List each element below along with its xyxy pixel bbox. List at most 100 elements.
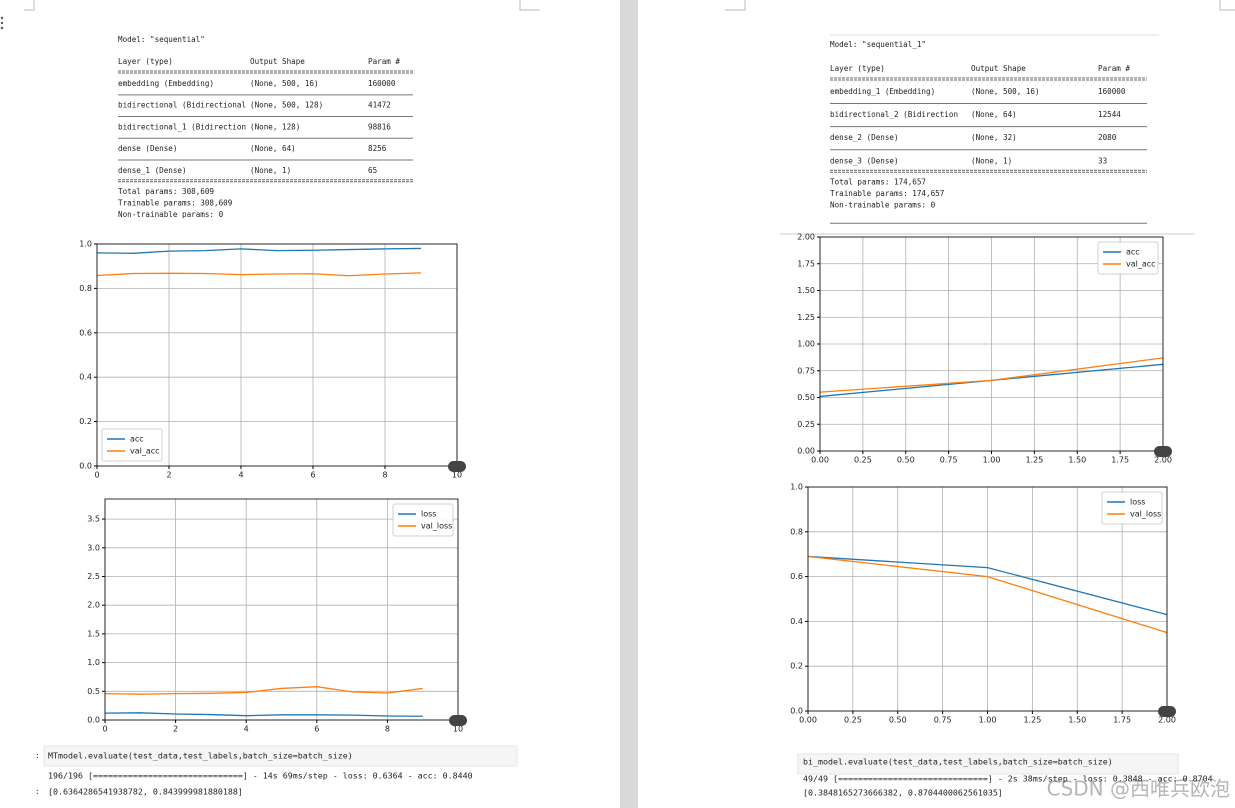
code: bi_model.evaluate(test_data,test_labels,… xyxy=(803,757,1113,767)
y-tick-label: 0.8 xyxy=(79,284,92,293)
x-tick-label: 2.00 xyxy=(1158,716,1176,725)
x-tick-label: 0.75 xyxy=(934,716,952,725)
x-tick-label: 1.25 xyxy=(1025,456,1043,465)
series-line xyxy=(807,555,1168,616)
series-line xyxy=(104,712,423,717)
y-tick-label: 1.0 xyxy=(79,240,92,249)
legend-label: val_loss xyxy=(421,522,452,531)
x-tick-label: 2 xyxy=(166,471,171,480)
total-line: Trainable params: 308,609 xyxy=(118,198,233,207)
page-gap xyxy=(620,0,638,808)
total-line: Total params: 308,609 xyxy=(118,187,214,196)
y-tick-label: 0.0 xyxy=(87,716,100,725)
result: [0.3848165273666382, 0.8704400062561035] xyxy=(803,788,1003,798)
x-tick-label: 6 xyxy=(314,725,319,734)
y-tick-label: 0.75 xyxy=(797,366,815,375)
axes-frame xyxy=(96,243,458,467)
y-tick-label: 1.25 xyxy=(797,313,815,322)
y-tick-label: 2.0 xyxy=(87,601,100,610)
series-line xyxy=(819,357,1164,393)
model-name: Model: "sequential" xyxy=(118,35,205,44)
legend-label: loss xyxy=(1130,498,1145,507)
code: MTmodel.evaluate(test_data,test_labels,b… xyxy=(48,751,353,761)
table-cell: (None, 500, 16) xyxy=(250,79,319,88)
y-tick-label: 0.0 xyxy=(790,707,803,716)
table-cell: (None, 500, 16) xyxy=(971,87,1040,96)
chart: 0.00 0.25 0.50 0.75 1.00 1.25 1.50 1.75 2.00 0.00… xyxy=(797,233,1172,465)
y-tick-label: 3.0 xyxy=(87,543,100,552)
column-header: Layer (type) xyxy=(830,64,885,73)
table-cell: 2080 xyxy=(1098,133,1117,142)
result: [0.6364286541938782, 0.843999981880188] xyxy=(48,787,243,797)
drag-handle xyxy=(0,16,4,30)
legend-label: acc xyxy=(130,435,144,444)
legend-label: val_loss xyxy=(1130,510,1161,519)
prompt: : xyxy=(35,787,40,796)
x-tick-label: 1.50 xyxy=(1068,456,1086,465)
y-tick-label: 1.50 xyxy=(797,286,815,295)
watermark: CSDN @西唯兵欧泡 xyxy=(1047,777,1230,801)
total-line: Non-trainable params: 0 xyxy=(830,201,936,210)
chart: 0.0 0.2 0.4 0.6 0.8 1.0 0.00 0.25 0.50 0.75 1.00 1.… xyxy=(790,483,1176,725)
table-cell: 65 xyxy=(368,166,377,175)
table-cell: 8256 xyxy=(368,144,387,153)
axes-frame xyxy=(104,498,459,721)
y-tick-label: 1.5 xyxy=(87,629,100,638)
table-cell: dense_3 (Dense) xyxy=(830,156,899,165)
legend-box xyxy=(101,428,163,462)
table-cell: 160000 xyxy=(368,79,396,88)
y-tick-label: 3.5 xyxy=(87,515,100,524)
x-tick-label: 4 xyxy=(238,471,243,480)
x-tick-label: 0.00 xyxy=(799,716,817,725)
x-tick-label: 4 xyxy=(244,725,249,734)
series-line xyxy=(104,686,423,695)
table-cell: dense_2 (Dense) xyxy=(830,133,899,142)
y-tick-label: 2.00 xyxy=(797,233,815,242)
y-tick-label: 0.5 xyxy=(87,687,100,696)
column-header: Output Shape xyxy=(250,57,305,66)
table-cell: dense_1 (Dense) xyxy=(118,166,187,175)
total-line: Total params: 174,657 xyxy=(830,177,926,186)
table-cell: dense (Dense) xyxy=(118,144,177,153)
page-corner-marks xyxy=(24,0,1235,11)
table-cell: 41472 xyxy=(368,101,391,110)
x-tick-label: 2 xyxy=(173,725,178,734)
total-line: Trainable params: 174,657 xyxy=(830,189,944,198)
table-cell: (None, 64) xyxy=(250,144,296,153)
model-name: Model: "sequential_1" xyxy=(830,40,926,49)
x-tick-label: 8 xyxy=(382,471,387,480)
table-cell: (None, 32) xyxy=(971,133,1017,142)
axes-frame xyxy=(807,486,1168,712)
y-tick-label: 0.4 xyxy=(79,373,92,382)
y-tick-label: 0.2 xyxy=(790,662,803,671)
x-tick-label: 1.75 xyxy=(1113,716,1131,725)
x-tick-label: 2.00 xyxy=(1154,456,1172,465)
x-tick-label: 8 xyxy=(385,725,390,734)
prompt: : xyxy=(35,751,40,760)
x-tick-label: 0.50 xyxy=(897,456,915,465)
x-tick-label: 10 xyxy=(453,725,463,734)
table-cell: 160000 xyxy=(1098,87,1126,96)
y-tick-label: 0.6 xyxy=(790,572,803,581)
x-tick-label: 0.25 xyxy=(844,716,862,725)
x-tick-label: 0.75 xyxy=(940,456,958,465)
expand-button xyxy=(1154,446,1172,457)
legend-box xyxy=(1101,491,1163,525)
x-tick-label: 0.50 xyxy=(889,716,907,725)
column-header: Output Shape xyxy=(971,64,1026,73)
table-cell: (None, 64) xyxy=(971,110,1017,119)
code-cell xyxy=(43,745,518,767)
table-cell: embedding (Embedding) xyxy=(118,79,214,88)
x-tick-label: 0 xyxy=(94,471,99,480)
y-tick-label: 1.00 xyxy=(797,340,815,349)
table-cell: bidirectional_1 (Bidirection xyxy=(118,122,246,131)
output: 196/196 [==============================]… xyxy=(48,771,473,781)
x-tick-label: 1.50 xyxy=(1068,716,1086,725)
y-tick-label: 0.0 xyxy=(79,462,92,471)
y-tick-label: 0.8 xyxy=(790,527,803,536)
legend-label: val_acc xyxy=(130,447,160,456)
x-tick-label: 0.25 xyxy=(854,456,872,465)
x-tick-label: 0 xyxy=(102,725,107,734)
y-tick-label: 0.2 xyxy=(79,417,92,426)
